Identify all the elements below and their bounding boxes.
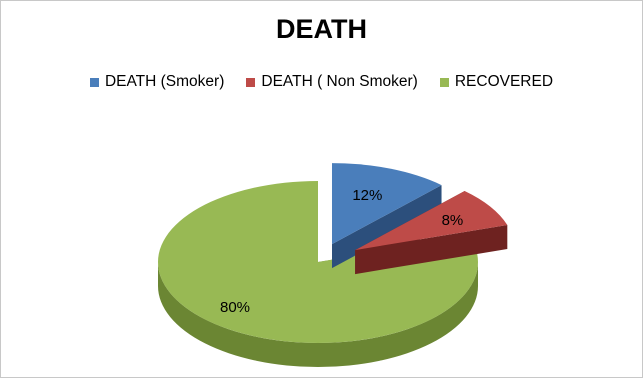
legend-label-non-smoker: DEATH ( Non Smoker) [261,73,418,90]
chart-legend: DEATH (Smoker) DEATH ( Non Smoker) RECOV… [0,73,643,91]
legend-label-recovered: RECOVERED [454,73,554,90]
slice-0-wall-1 [331,185,442,269]
slice-label-1: 8% [442,212,464,229]
legend-item-non-smoker: DEATH ( Non Smoker) [246,73,418,91]
slice-2-top [157,181,478,344]
slice-0 [331,163,442,269]
chart-title: DEATH [276,14,367,44]
slice-1-top [355,191,508,251]
slice-1 [355,191,508,275]
legend-swatch-non-smoker [246,77,256,87]
legend-swatch-smoker [89,77,99,87]
slice-label-0: 12% [352,187,382,204]
legend-swatch-recovered [439,77,449,87]
slice-label-2: 80% [220,299,250,316]
legend-label-smoker: DEATH (Smoker) [104,73,225,90]
legend-item-recovered: RECOVERED [439,73,554,91]
legend-item-smoker: DEATH (Smoker) [89,73,225,91]
slice-0-top [331,163,442,245]
slice-2-side-0 [158,262,478,367]
slice-1-wall-1 [355,225,508,275]
